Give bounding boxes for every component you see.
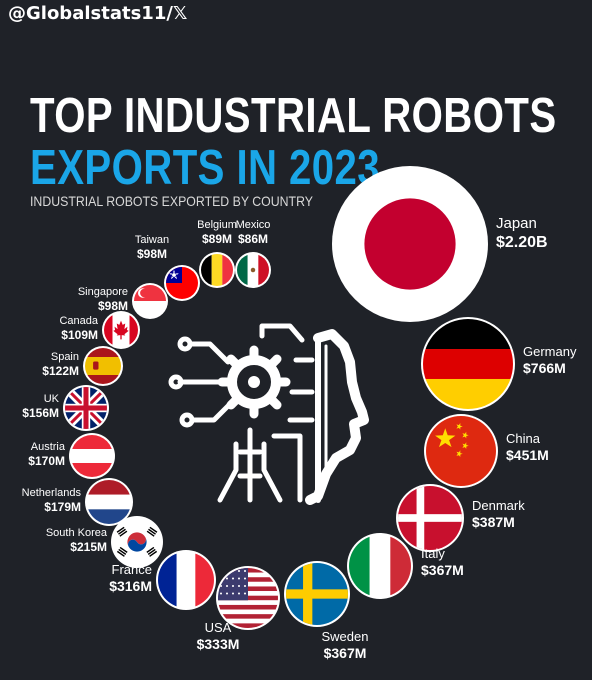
label-country-uk: UK xyxy=(44,393,60,405)
title-line-2: EXPORTS IN 2023 xyxy=(30,141,381,195)
bubble-japan: Japan $2.20B xyxy=(332,166,548,322)
bubble-taiwan: Taiwan$98M xyxy=(135,234,200,301)
label-country-canada: Canada xyxy=(59,315,98,327)
label-country-taiwan: Taiwan xyxy=(135,234,169,246)
label-value-germany: $766M xyxy=(523,360,566,376)
subtitle: INDUSTRIAL ROBOTS EXPORTED BY COUNTRY xyxy=(30,193,313,209)
bubble-canada: Canada$109M xyxy=(59,311,140,349)
japan-flag xyxy=(334,168,486,320)
label-country-denmark: Denmark xyxy=(472,498,525,513)
label-country-sweden: Sweden xyxy=(322,629,369,644)
label-country-japan: Japan xyxy=(496,215,537,232)
austria-flag xyxy=(71,435,113,477)
bubble-south-korea: South Korea$215M xyxy=(46,516,163,568)
label-value-austria: $170M xyxy=(28,454,65,468)
taiwan-flag xyxy=(166,267,198,299)
belgium-flag xyxy=(201,254,233,286)
label-value-sweden: $367M xyxy=(324,645,367,661)
netherlands-flag xyxy=(87,480,131,524)
bubble-austria: Austria$170M xyxy=(28,433,115,479)
label-country-austria: Austria xyxy=(31,441,66,453)
bubble-singapore: Singapore$98M xyxy=(78,283,168,319)
label-value-denmark: $387M xyxy=(472,514,515,530)
singapore-flag xyxy=(134,285,166,317)
label-country-singapore: Singapore xyxy=(78,286,128,298)
label-country-china: China xyxy=(506,431,541,446)
germany-flag xyxy=(423,319,513,409)
canada-flag xyxy=(104,313,138,347)
mexico-flag xyxy=(237,254,269,286)
label-value-usa: $333M xyxy=(197,636,240,652)
spain-flag xyxy=(85,348,121,384)
label-value-spain: $122M xyxy=(42,364,79,378)
label-country-italy: Italy xyxy=(421,546,445,561)
uk-flag xyxy=(65,387,107,429)
italy-flag xyxy=(349,535,411,597)
label-country-germany: Germany xyxy=(523,344,577,359)
bubble-mexico: Mexico$86M xyxy=(235,219,271,288)
label-value-taiwan: $98M xyxy=(137,247,167,261)
bubble-germany: Germany$766M xyxy=(421,317,577,411)
label-country-netherlands: Netherlands xyxy=(22,487,82,499)
bubble-belgium: Belgium$89M xyxy=(197,219,237,288)
account-handle: @Globalstats11/𝕏 xyxy=(8,3,188,24)
china-flag xyxy=(426,416,496,486)
label-value-japan: $2.20B xyxy=(496,234,548,251)
label-value-canada: $109M xyxy=(61,328,98,342)
label-value-china: $451M xyxy=(506,447,549,463)
bubble-italy: Italy$367M xyxy=(347,533,464,599)
bubble-denmark: Denmark$387M xyxy=(396,484,525,552)
sweden-flag xyxy=(286,563,348,625)
label-value-france: $316M xyxy=(109,578,152,594)
bubble-usa: USA$333M xyxy=(197,566,280,652)
label-value-belgium: $89M xyxy=(202,232,232,246)
bubble-france: France$316M xyxy=(109,550,216,610)
title-line-1: TOP INDUSTRIAL ROBOTS xyxy=(30,89,557,143)
label-value-italy: $367M xyxy=(421,562,464,578)
bubble-china: China$451M xyxy=(424,414,549,488)
bubble-spain: Spain$122M xyxy=(42,346,123,386)
robot-head-icon xyxy=(168,323,369,505)
label-country-south-korea: South Korea xyxy=(46,527,108,539)
label-country-usa: USA xyxy=(205,620,232,635)
label-country-spain: Spain xyxy=(51,351,79,363)
label-value-uk: $156M xyxy=(22,406,59,420)
label-country-belgium: Belgium xyxy=(197,219,237,231)
bubble-netherlands: Netherlands$179M xyxy=(22,478,133,526)
bubble-sweden: Sweden$367M xyxy=(284,561,368,661)
label-value-mexico: $86M xyxy=(238,232,268,246)
bubble-uk: UK$156M xyxy=(22,385,109,431)
france-flag xyxy=(158,552,214,608)
denmark-flag xyxy=(398,486,462,550)
usa-flag xyxy=(218,568,278,628)
label-country-mexico: Mexico xyxy=(236,219,271,231)
label-value-netherlands: $179M xyxy=(44,500,81,514)
south-korea-flag xyxy=(113,518,161,566)
label-value-singapore: $98M xyxy=(98,299,128,313)
label-value-south-korea: $215M xyxy=(70,540,107,554)
